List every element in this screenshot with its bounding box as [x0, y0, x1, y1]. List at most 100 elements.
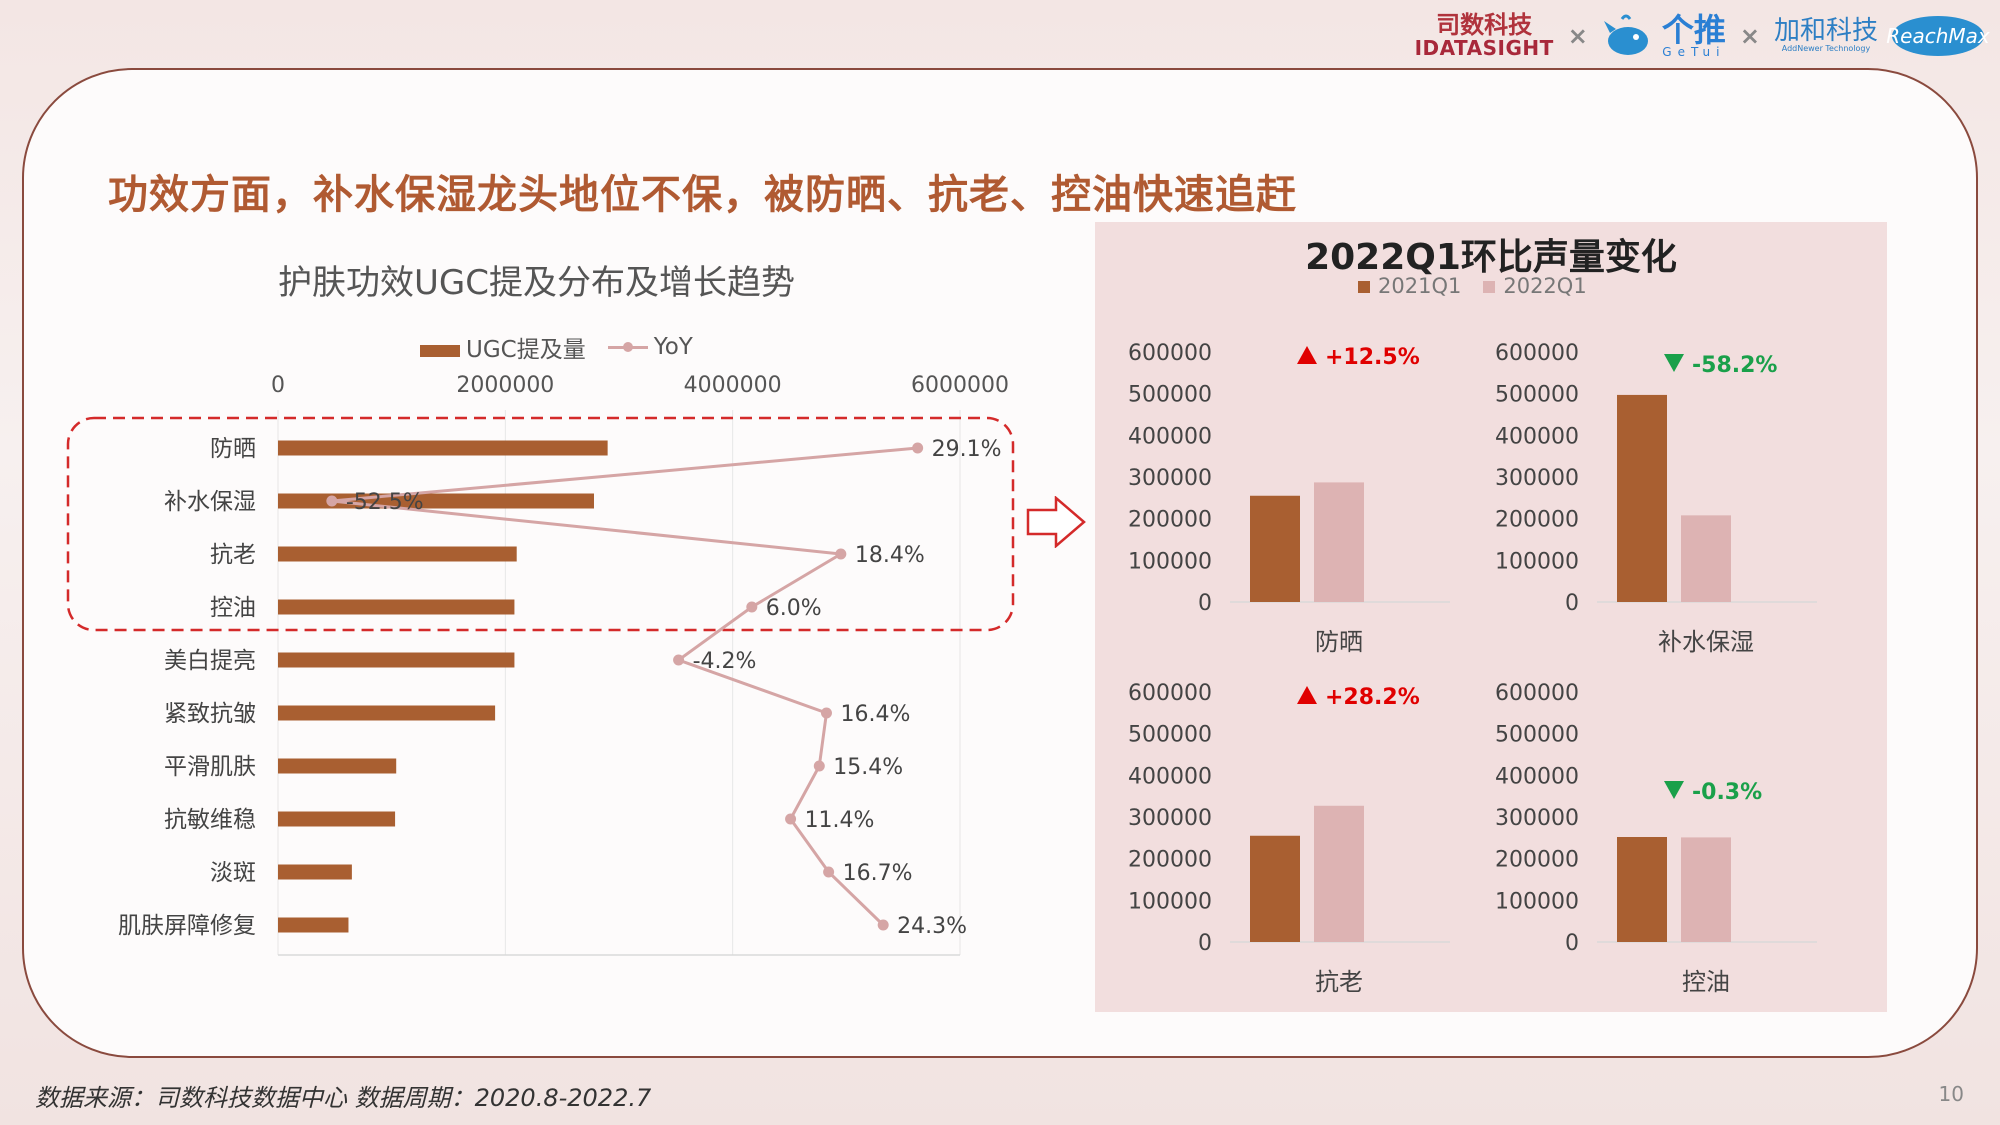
ugc-bar — [278, 652, 515, 668]
jiahe-logo-en: AddNewer Technology — [1781, 44, 1871, 54]
ugc-bar — [278, 758, 397, 774]
ugc-bar — [278, 811, 396, 827]
y-tick-label: 400000 — [1128, 764, 1212, 789]
y-tick-label: 600000 — [1495, 681, 1579, 706]
yoy-label: -52.5% — [346, 490, 424, 515]
bar-2022q1 — [1681, 515, 1731, 602]
logo-separator-2: × — [1739, 22, 1760, 50]
yoy-label: 29.1% — [932, 437, 1002, 462]
y-tick-label: 600000 — [1128, 341, 1212, 366]
y-tick-label: 500000 — [1128, 383, 1212, 408]
y-tick-label: 400000 — [1128, 424, 1212, 449]
ugc-bar — [278, 864, 352, 880]
panel-category-label: 防晒 — [1315, 628, 1363, 656]
jiahe-logo-cn: 加和科技 — [1773, 16, 1878, 47]
y-tick-label: 100000 — [1495, 549, 1579, 574]
y-tick-label: 200000 — [1495, 848, 1579, 873]
y-tick-label: 200000 — [1495, 508, 1579, 533]
page-number: 10 — [1938, 1082, 1964, 1106]
category-label: 美白提亮 — [164, 648, 256, 674]
legend-item-ugc: UGC提及量 — [420, 330, 586, 364]
yoy-point — [912, 442, 924, 454]
getui-logo: 个推 GeTui — [1602, 13, 1726, 59]
bar-2021q1 — [1250, 495, 1300, 602]
yoy-label: 24.3% — [897, 914, 967, 939]
up-triangle-icon — [1297, 686, 1317, 704]
change-label: +28.2% — [1325, 685, 1420, 710]
y-tick-label: 300000 — [1128, 806, 1212, 831]
yoy-labels: 29.1% -52.5% 18.4% 6.0% -4.2% 16.4% 15.4% 11.4%… — [346, 437, 1002, 939]
legend-item-2022q1: 2022Q1 — [1483, 274, 1587, 298]
category-label: 淡斑 — [210, 860, 256, 886]
getui-logo-cn: 个推 — [1661, 11, 1726, 49]
y-tick-label: 600000 — [1495, 341, 1579, 366]
bar-2022q1 — [1314, 482, 1364, 602]
y-tick-label: 400000 — [1495, 424, 1579, 449]
category-label: 抗敏维稳 — [164, 807, 256, 833]
right-chart-title: 2022Q1环比声量变化 — [1305, 237, 1677, 278]
ugc-bar — [278, 705, 496, 721]
category-label: 平滑肌肤 — [164, 754, 256, 780]
category-label: 控油 — [210, 595, 256, 621]
whale-icon — [1603, 14, 1648, 55]
panel-2: 600000 500000 400000 300000 200000 100000 0 补水保… — [1495, 341, 1817, 656]
ugc-bar — [278, 599, 515, 615]
legend-label-2021q1: 2021Q1 — [1378, 274, 1462, 298]
left-chart-title: 护肤功效UGC提及分布及增长趋势 — [278, 263, 795, 303]
y-tick-label: 500000 — [1495, 383, 1579, 408]
panel-category-label: 抗老 — [1315, 968, 1363, 996]
yoy-point — [820, 707, 832, 719]
bar-2021q1 — [1250, 835, 1300, 942]
yoy-line — [331, 446, 918, 927]
y-tick-label: 0 — [1565, 931, 1579, 956]
highlight-box — [66, 416, 1015, 632]
x-tick-label: 4000000 — [684, 373, 782, 398]
x-axis-ticks: 0 2000000 4000000 6000000 — [271, 373, 1009, 398]
y-tick-label: 600000 — [1128, 681, 1212, 706]
idatasight-logo: 司数科技 IDATASIGHT — [1415, 10, 1554, 59]
panel-category-label: 控油 — [1682, 968, 1730, 996]
reachmax-logo: ReachMax — [1886, 16, 1990, 56]
bar-2021q1 — [1617, 837, 1667, 942]
ugc-bar — [278, 917, 349, 933]
right-arrow-icon — [1026, 496, 1086, 548]
y-tick-label: 0 — [1565, 591, 1579, 616]
ugc-bar — [278, 546, 517, 562]
legend-label-ugc: UGC提及量 — [466, 337, 586, 363]
up-triangle-icon — [1297, 346, 1317, 364]
bar-2022q1 — [1314, 805, 1364, 942]
left-chart: 0 2000000 4000000 6000000 防晒补水保湿抗老控油美白提亮紧致抗… — [66, 373, 1015, 956]
right-chart-legend: 2021Q1 2022Q1 — [1358, 274, 1587, 298]
y-tick-label: 0 — [1198, 591, 1212, 616]
category-label: 肌肤屏障修复 — [118, 913, 256, 939]
yoy-points — [326, 442, 924, 931]
category-label: 补水保湿 — [164, 489, 256, 515]
yoy-point — [877, 919, 889, 931]
yoy-label: 11.4% — [805, 808, 875, 833]
category-label: 抗老 — [210, 542, 256, 568]
x-tick-label: 0 — [271, 373, 285, 398]
y-tick-label: 0 — [1198, 931, 1212, 956]
y-tick-label: 300000 — [1128, 466, 1212, 491]
yoy-label: 6.0% — [766, 596, 822, 621]
yoy-point — [785, 813, 797, 825]
ugc-bar — [278, 440, 608, 456]
x-tick-label: 6000000 — [911, 373, 1009, 398]
category-label: 紧致抗皱 — [164, 701, 256, 727]
yoy-point — [746, 601, 758, 613]
y-tick-label: 100000 — [1128, 549, 1212, 574]
legend-label-yoy: YoY — [653, 334, 693, 360]
left-chart-legend: UGC提及量 YoY — [420, 330, 693, 364]
y-tick-label: 500000 — [1128, 723, 1212, 748]
legend-item-yoy: YoY — [607, 334, 693, 360]
yoy-point — [673, 654, 685, 666]
yoy-label: 15.4% — [833, 755, 903, 780]
y-tick-label: 200000 — [1128, 508, 1212, 533]
jiahe-logo: 加和科技 AddNewer Technology — [1773, 16, 1878, 54]
panel-3: 600000 500000 400000 300000 200000 100000 0 抗老 +… — [1128, 681, 1450, 996]
legend-label-2022q1: 2022Q1 — [1503, 274, 1587, 298]
change-label: -58.2% — [1692, 353, 1777, 378]
y-tick-label: 100000 — [1495, 889, 1579, 914]
idatasight-logo-cn: 司数科技 — [1436, 10, 1533, 39]
